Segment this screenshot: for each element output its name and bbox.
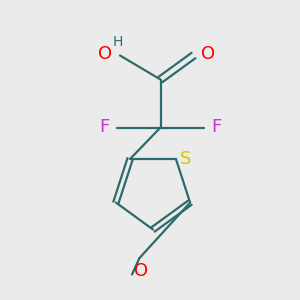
Text: O: O <box>98 45 112 63</box>
Text: H: H <box>113 35 124 50</box>
Text: O: O <box>201 45 215 63</box>
Text: F: F <box>212 118 222 136</box>
Text: S: S <box>179 150 191 168</box>
Text: F: F <box>99 118 110 136</box>
Text: O: O <box>134 262 148 280</box>
